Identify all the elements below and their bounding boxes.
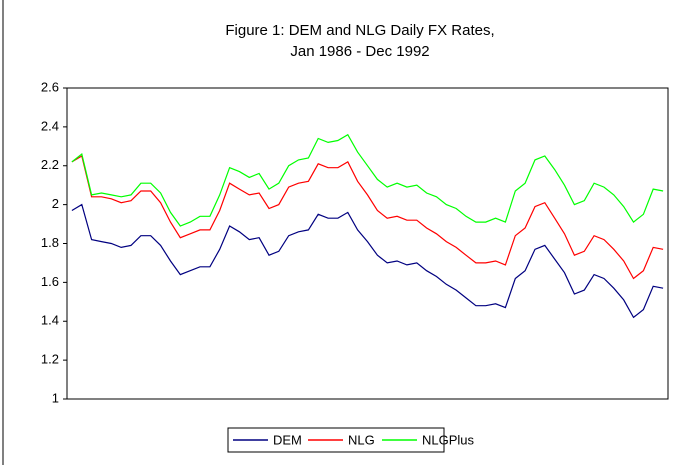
legend-label: NLGPlus <box>422 432 475 447</box>
y-tick-label: 2.2 <box>41 157 59 172</box>
y-tick-label: 1.2 <box>41 352 59 367</box>
y-tick-label: 1.4 <box>41 313 59 328</box>
y-tick-label: 2.4 <box>41 118 59 133</box>
y-tick-label: 1.8 <box>41 235 59 250</box>
y-tick-label: 1.6 <box>41 274 59 289</box>
chart-title: Figure 1: DEM and NLG Daily FX Rates, <box>225 22 494 39</box>
legend-label: DEM <box>273 432 302 447</box>
plot-area <box>66 87 669 400</box>
series-line <box>71 203 664 319</box>
series-line <box>71 133 664 227</box>
y-tick-label: 1 <box>52 390 59 405</box>
legend-label: NLG <box>348 432 375 447</box>
chart-subtitle: Jan 1986 - Dec 1992 <box>290 43 429 60</box>
series-line <box>71 155 664 280</box>
y-tick-label: 2.6 <box>41 79 59 94</box>
y-tick-label: 2 <box>52 196 59 211</box>
